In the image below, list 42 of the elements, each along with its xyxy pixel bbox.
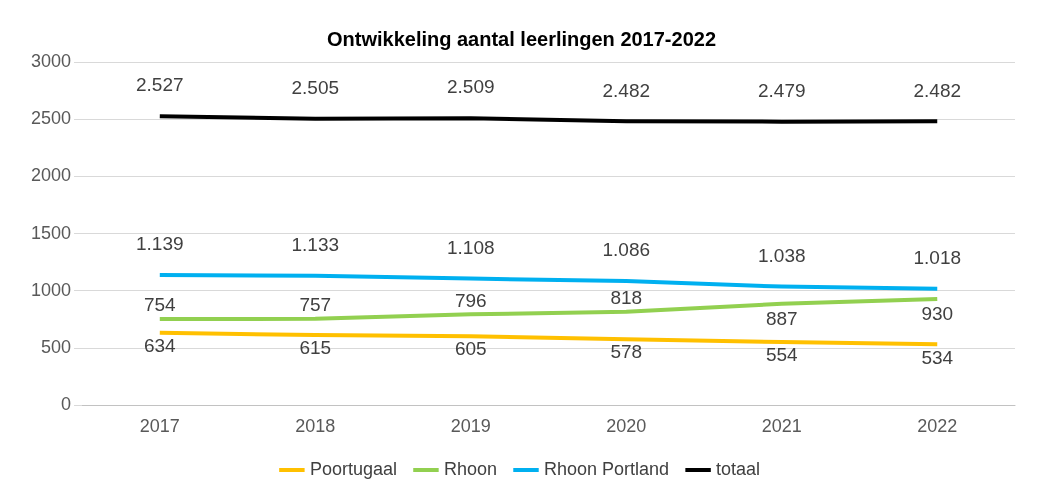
x-tick-label: 2020 — [606, 416, 647, 437]
y-tick-label: 1500 — [31, 222, 72, 243]
data-label: 578 — [610, 341, 643, 363]
legend-label: totaal — [716, 458, 761, 479]
data-label: 2.482 — [913, 79, 962, 101]
data-label: 818 — [610, 287, 643, 308]
legend-label: Rhoon — [443, 458, 497, 479]
data-label: 1.018 — [913, 247, 962, 269]
data-label: 534 — [921, 346, 954, 368]
x-tick-label: 2021 — [761, 416, 802, 437]
data-label: 615 — [299, 337, 332, 359]
data-label: 754 — [143, 294, 177, 316]
data-label: 2.509 — [447, 76, 495, 98]
data-label: 887 — [765, 308, 798, 330]
data-label: 634 — [143, 335, 177, 357]
data-label: 2.479 — [757, 79, 806, 101]
data-label: 605 — [454, 338, 487, 360]
data-label: 2.527 — [136, 74, 184, 96]
y-tick-label: 3000 — [31, 50, 72, 71]
x-tick-label: 2017 — [139, 416, 180, 437]
data-label: 1.108 — [447, 236, 495, 258]
y-tick-label: 2000 — [31, 165, 72, 186]
data-label: 1.139 — [136, 233, 184, 255]
data-label: 1.133 — [291, 233, 340, 255]
chart-title: Ontwikkeling aantal leerlingen 2017-2022 — [326, 27, 717, 50]
data-label: 2.505 — [291, 76, 340, 98]
data-label: 1.038 — [757, 244, 806, 266]
x-tick-label: 2018 — [295, 416, 336, 437]
legend-label: Poortugaal — [309, 458, 397, 479]
data-label: 930 — [921, 303, 954, 325]
y-tick-label: 0 — [61, 394, 72, 415]
data-label: 757 — [299, 293, 332, 315]
x-tick-label: 2019 — [450, 416, 491, 437]
y-tick-label: 2500 — [31, 108, 72, 129]
data-label: 554 — [765, 344, 799, 366]
data-label: 2.482 — [602, 79, 651, 101]
y-tick-label: 500 — [41, 337, 72, 358]
x-tick-label: 2022 — [917, 416, 958, 437]
data-label: 1.086 — [602, 239, 651, 261]
y-tick-label: 1000 — [31, 279, 72, 300]
legend-label: Rhoon Portland — [543, 458, 670, 479]
data-label: 796 — [454, 289, 487, 311]
